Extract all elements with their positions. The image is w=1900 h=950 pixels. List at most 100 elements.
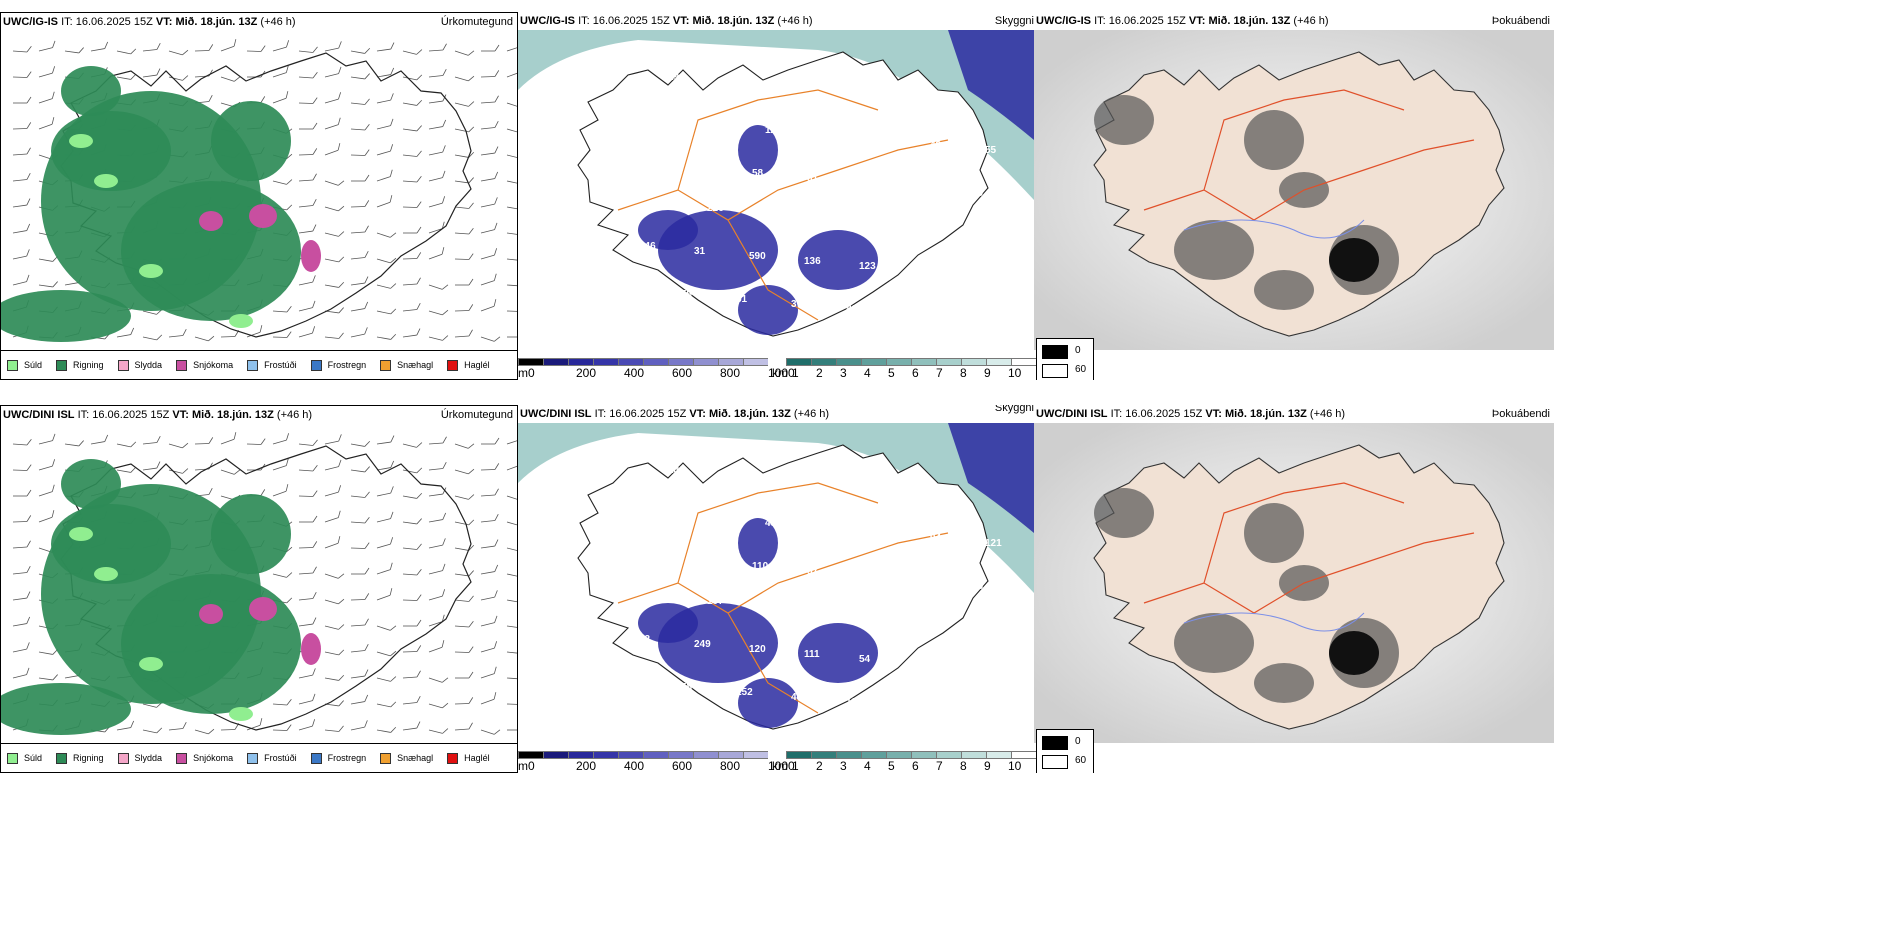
rain-area xyxy=(1,683,131,735)
wind-barb xyxy=(298,541,318,549)
wind-barb xyxy=(12,249,30,260)
legend-label: Slydda xyxy=(134,360,163,370)
colorbar-cell xyxy=(786,358,811,366)
wind-barb xyxy=(12,667,30,679)
wind-barb xyxy=(272,699,292,706)
wind-barb xyxy=(298,439,318,446)
wind-barb xyxy=(480,463,500,471)
wind-barb xyxy=(38,66,56,78)
wind-barb xyxy=(455,278,474,286)
wind-barb xyxy=(376,67,395,78)
cloud-base-label: 80 xyxy=(846,304,858,315)
cloud-base-label: 123 xyxy=(859,261,876,272)
cloud-base-label: 129 xyxy=(765,125,782,136)
cloud-base-label: 110 xyxy=(752,561,769,572)
wind-barb xyxy=(272,179,293,185)
drizzle-area xyxy=(69,527,93,541)
height-colorbar xyxy=(518,358,768,366)
wind-barb xyxy=(402,277,421,286)
wind-barb xyxy=(506,625,517,629)
colorbar-cell xyxy=(643,358,668,366)
visibility-tick: 4 xyxy=(864,366,871,380)
cloud-base-label: 32 xyxy=(875,135,887,146)
cloud-base-label: 65 xyxy=(849,614,861,625)
wind-barb xyxy=(298,224,317,234)
drizzle-area xyxy=(94,567,118,581)
wind-barb xyxy=(376,118,394,130)
wind-barb xyxy=(402,176,422,183)
wind-barb xyxy=(38,459,56,471)
cloud-base-label: 226 xyxy=(707,203,724,214)
cloud-base-label: 63 xyxy=(723,77,735,88)
cloud-base-area xyxy=(798,623,878,683)
panel-title: Þokuábendi xyxy=(1491,15,1550,27)
wind-barb xyxy=(220,76,241,82)
wind-barb xyxy=(428,589,446,601)
height-tick: 600 xyxy=(672,759,693,773)
wind-barb xyxy=(454,544,475,551)
wind-barb xyxy=(402,125,422,132)
wind-barb xyxy=(12,515,32,523)
colorbar-cell xyxy=(543,751,568,759)
wind-barb xyxy=(454,494,475,500)
lead-time: (+46 h) xyxy=(793,408,830,420)
wind-barb xyxy=(38,484,55,497)
wind-barb xyxy=(324,117,341,130)
drizzle-area xyxy=(139,657,163,671)
legend-item: Haglél xyxy=(447,752,490,764)
visibility-tick: 4 xyxy=(864,759,871,773)
wind-barb xyxy=(376,257,397,264)
wind-barb xyxy=(403,226,422,234)
rain-area xyxy=(51,111,171,191)
wind-barb xyxy=(350,669,369,679)
wind-barb xyxy=(454,722,473,731)
colorbar-cell xyxy=(643,751,668,759)
colorbar-cell xyxy=(986,751,1011,759)
visibility-tick: 5 xyxy=(888,759,895,773)
lead-time: (+46 h) xyxy=(1293,15,1329,27)
wind-barb xyxy=(376,435,395,445)
wind-barb xyxy=(12,198,31,208)
wind-barb xyxy=(220,330,240,338)
wind-barb xyxy=(454,621,474,628)
cloud-base-label: 121 xyxy=(985,538,1002,549)
visibility-colorbar xyxy=(786,358,1036,366)
visibility-tick: 2 xyxy=(816,759,823,773)
cloud-base-label: 75 xyxy=(652,198,664,209)
wind-barb xyxy=(64,440,84,447)
wind-barb xyxy=(454,697,474,705)
legend-item: Rigning xyxy=(56,752,104,764)
fog-area xyxy=(1174,220,1254,280)
wind-barb xyxy=(324,281,345,288)
wind-barb xyxy=(12,591,31,601)
wind-barb xyxy=(507,336,517,338)
cloud-base-label: 41 xyxy=(571,672,583,683)
colorbar-cell xyxy=(668,358,693,366)
wind-barb xyxy=(428,436,447,445)
model-name: UWC/DINI ISL xyxy=(3,409,75,421)
colorbar-cell xyxy=(811,358,836,366)
wind-barb xyxy=(116,327,135,338)
it-label: IT: xyxy=(77,409,90,421)
fog-legend: 0 60 xyxy=(1036,338,1094,380)
wind-barb xyxy=(90,434,109,445)
wind-barb xyxy=(142,42,161,52)
wind-barb xyxy=(194,728,215,735)
fog-legend-label: 0 xyxy=(1075,345,1081,356)
it-value: 16.06.2025 15Z xyxy=(75,16,153,28)
cloud-base-label: 41 xyxy=(613,67,625,78)
colorbar-cell xyxy=(961,751,986,759)
wind-barb xyxy=(13,489,32,497)
wind-barb xyxy=(454,202,474,209)
cloud-base-label: 185 xyxy=(943,97,960,108)
wind-barb xyxy=(376,195,393,208)
wind-barb xyxy=(324,434,342,445)
wind-barb xyxy=(428,221,445,234)
wind-barb xyxy=(480,95,499,104)
wind-barb xyxy=(428,538,446,549)
colorbar-cell xyxy=(861,358,886,366)
wind-barb xyxy=(454,101,475,107)
it-label: IT: xyxy=(1094,15,1106,27)
wind-barb xyxy=(402,518,422,525)
wind-barb xyxy=(376,283,397,289)
